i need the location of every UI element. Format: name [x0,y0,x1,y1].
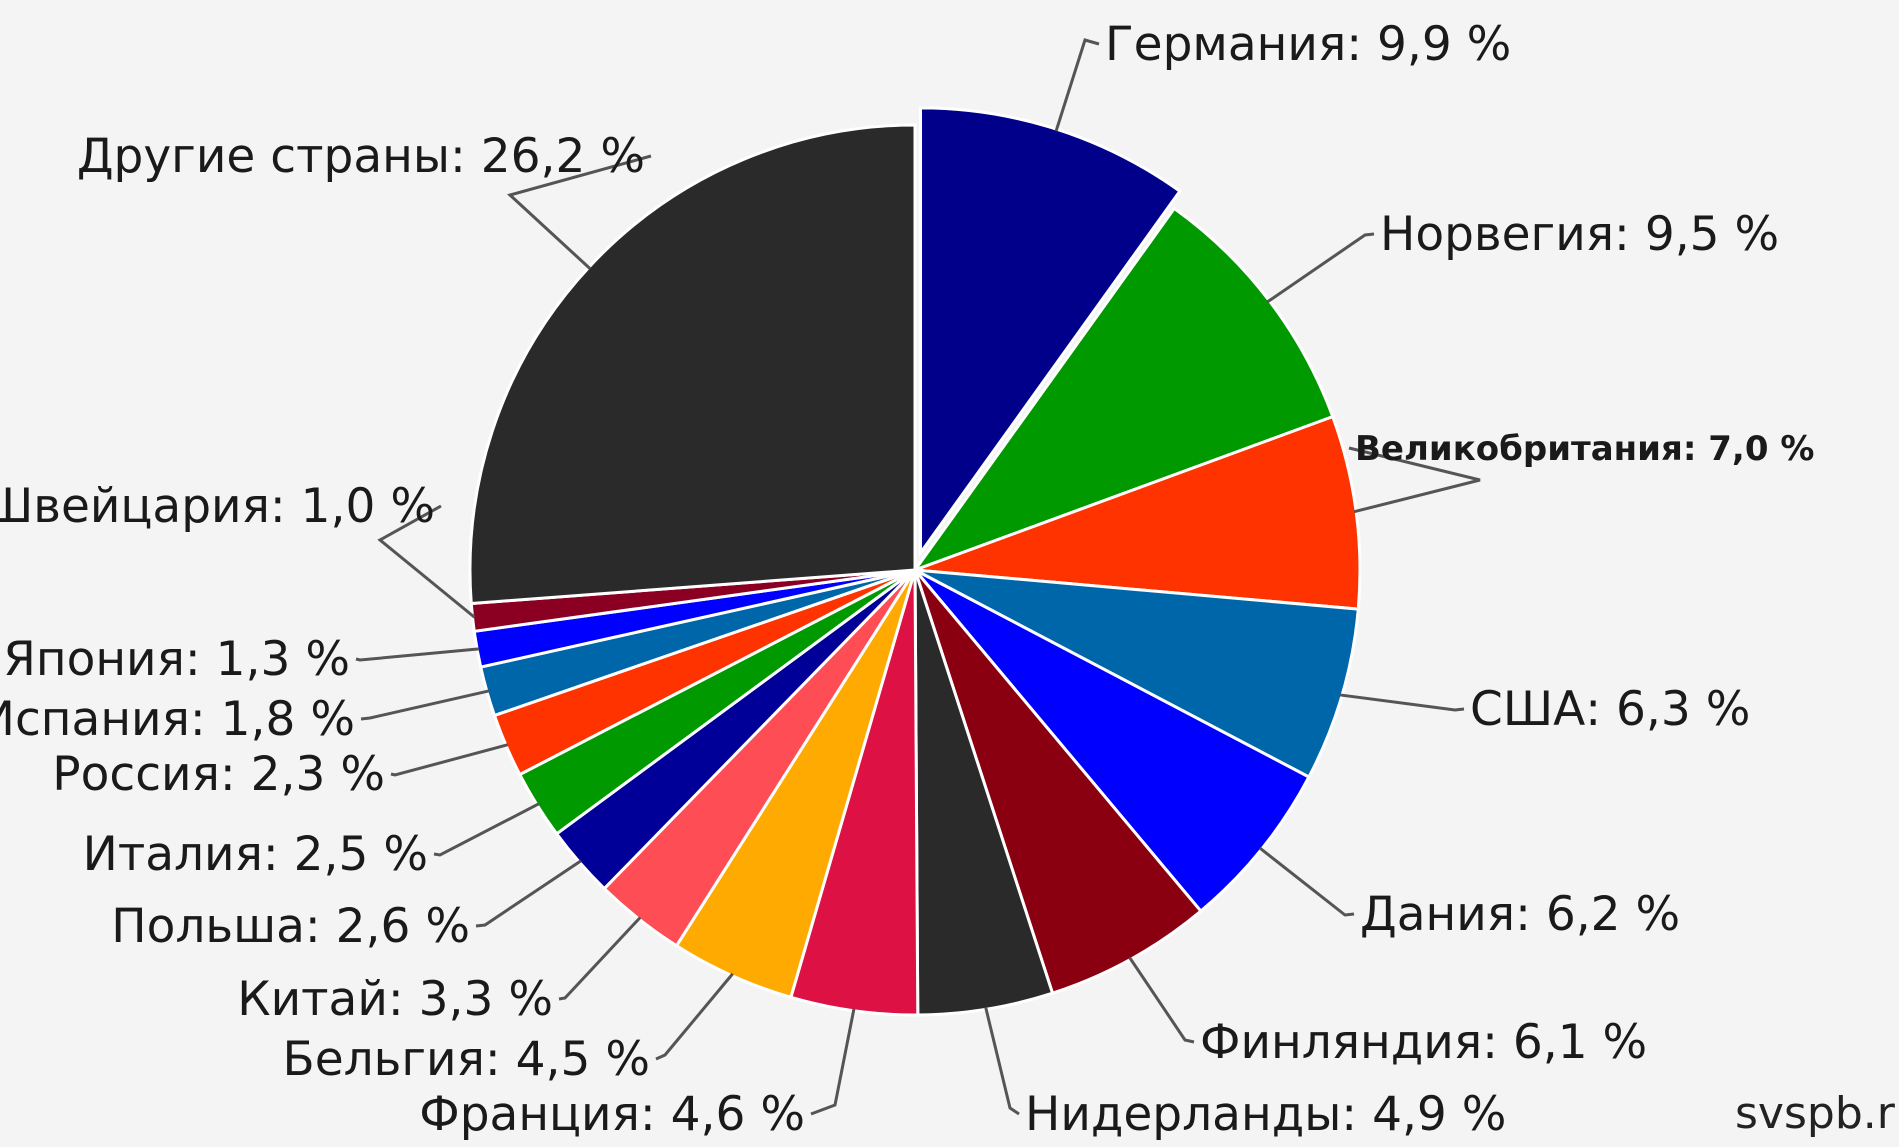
leader-line-11 [433,802,540,857]
slice-label-13: Испания: 1,8 % [0,692,355,747]
slice-label-7: Франция: 4,6 % [419,1087,805,1142]
leader-line-8 [655,972,734,1061]
leader-line-5 [1128,956,1195,1044]
pie-slice-16 [468,123,917,606]
leader-line-10 [475,859,582,928]
leader-line-14 [355,647,480,662]
slice-labels: Германия: 9,9 % Норвегия: 9,5 % Великобрит… [0,17,1814,1142]
leader-line-1 [1266,232,1375,304]
pie-slices [468,106,1362,1017]
slice-label-8: Бельгия: 4,5 % [282,1032,650,1087]
leader-line-9 [558,916,642,1001]
leader-line-16 [506,154,652,270]
slice-label-11: Италия: 2,5 % [83,827,428,882]
leader-line-13 [360,689,490,721]
slice-label-10: Польша: 2,6 % [111,899,470,954]
watermark: svspb.r [1735,1088,1896,1139]
leader-line-3 [1339,693,1465,712]
leader-line-0 [1054,38,1100,132]
slice-label-2: Великобритания: 7,0 % [1355,429,1814,469]
slice-label-9: Китай: 3,3 % [237,972,553,1027]
leader-line-4 [1258,846,1355,917]
slice-label-3: США: 6,3 % [1470,682,1750,737]
leader-line-12 [390,743,509,777]
slice-label-4: Дания: 6,2 % [1360,887,1680,942]
slice-label-5: Финляндия: 6,1 % [1200,1015,1647,1070]
slice-label-1: Норвегия: 9,5 % [1380,207,1779,262]
leader-line-6 [984,1006,1020,1116]
leader-line-15 [377,504,476,619]
leader-line-2 [1348,446,1481,514]
slice-label-15: Швейцария: 1,0 % [0,479,435,534]
slice-label-14: Япония: 1,3 % [3,632,350,687]
leader-lines [355,38,1481,1116]
slice-label-0: Германия: 9,9 % [1105,17,1511,72]
leader-line-7 [810,1008,856,1116]
slice-label-16: Другие страны: 26,2 % [77,129,645,184]
slice-label-12: Россия: 2,3 % [52,747,385,802]
slice-label-6: Нидерланды: 4,9 % [1025,1087,1506,1142]
